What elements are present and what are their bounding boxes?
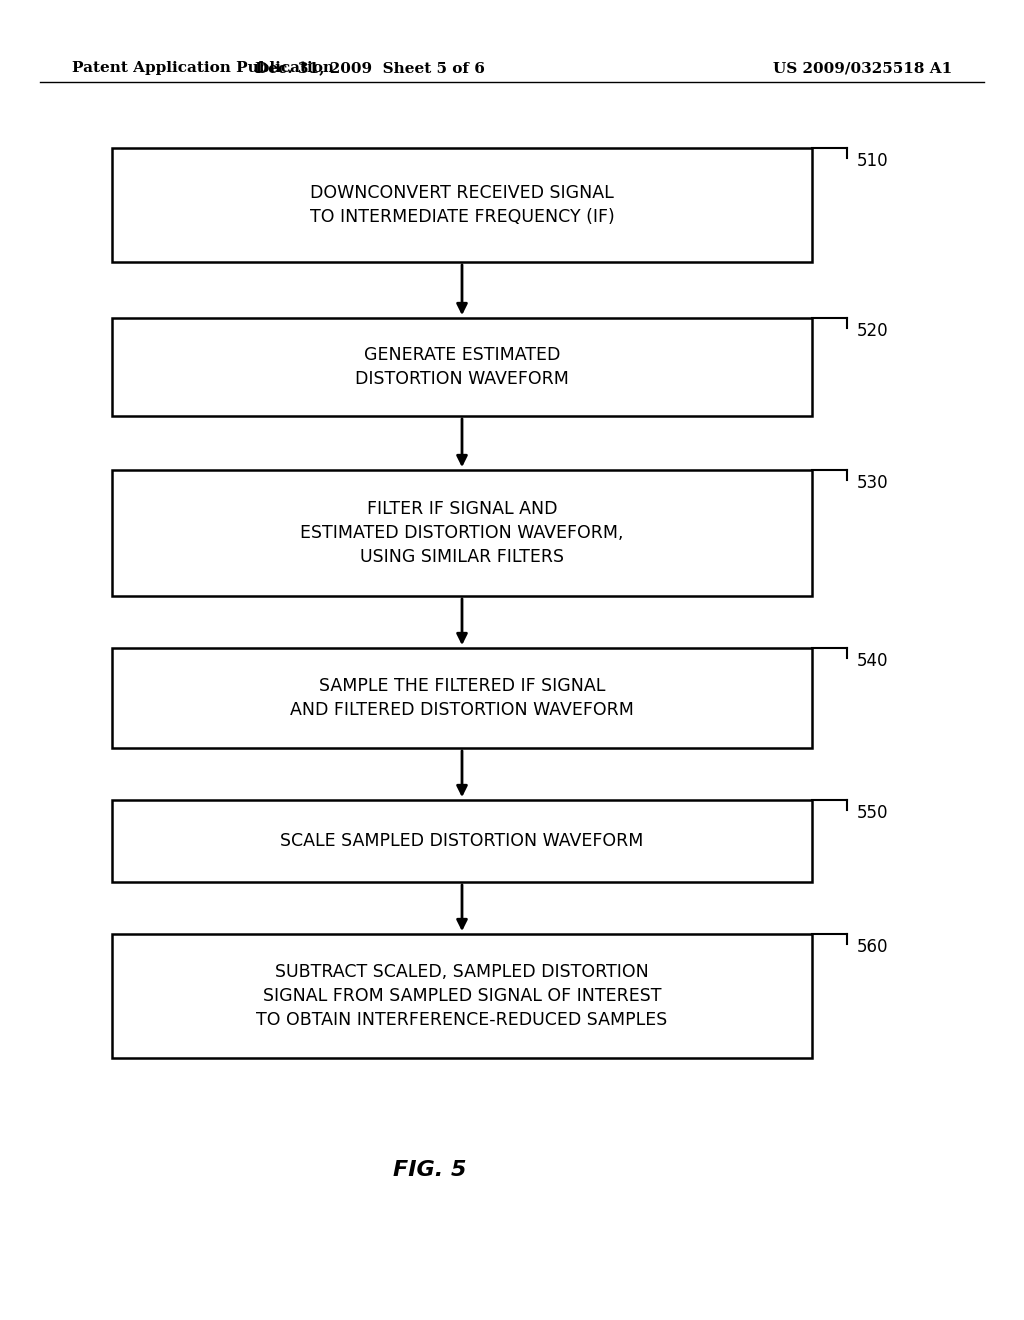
Bar [112,148,812,261]
Text: 530: 530 [857,474,889,492]
Bar [112,318,812,416]
Bar [112,470,812,597]
Text: 510: 510 [857,152,889,170]
Text: FIG. 5: FIG. 5 [393,1160,467,1180]
Bar [112,935,812,1059]
Text: 560: 560 [857,939,889,956]
Text: 540: 540 [857,652,889,671]
Text: SUBTRACT SCALED, SAMPLED DISTORTION
SIGNAL FROM SAMPLED SIGNAL OF INTEREST
TO OB: SUBTRACT SCALED, SAMPLED DISTORTION SIGN… [256,964,668,1028]
Text: SCALE SAMPLED DISTORTION WAVEFORM: SCALE SAMPLED DISTORTION WAVEFORM [281,832,644,850]
Text: SAMPLE THE FILTERED IF SIGNAL
AND FILTERED DISTORTION WAVEFORM: SAMPLE THE FILTERED IF SIGNAL AND FILTER… [290,677,634,719]
Text: DOWNCONVERT RECEIVED SIGNAL
TO INTERMEDIATE FREQUENCY (IF): DOWNCONVERT RECEIVED SIGNAL TO INTERMEDI… [309,185,614,226]
Text: Patent Application Publication: Patent Application Publication [72,61,334,75]
Bar [112,800,812,882]
Text: US 2009/0325518 A1: US 2009/0325518 A1 [773,61,952,75]
Text: FILTER IF SIGNAL AND
ESTIMATED DISTORTION WAVEFORM,
USING SIMILAR FILTERS: FILTER IF SIGNAL AND ESTIMATED DISTORTIO… [300,500,624,565]
Bar [112,648,812,748]
Text: Dec. 31, 2009  Sheet 5 of 6: Dec. 31, 2009 Sheet 5 of 6 [255,61,485,75]
Text: 550: 550 [857,804,889,822]
Text: 520: 520 [857,322,889,341]
Text: GENERATE ESTIMATED
DISTORTION WAVEFORM: GENERATE ESTIMATED DISTORTION WAVEFORM [355,346,569,388]
